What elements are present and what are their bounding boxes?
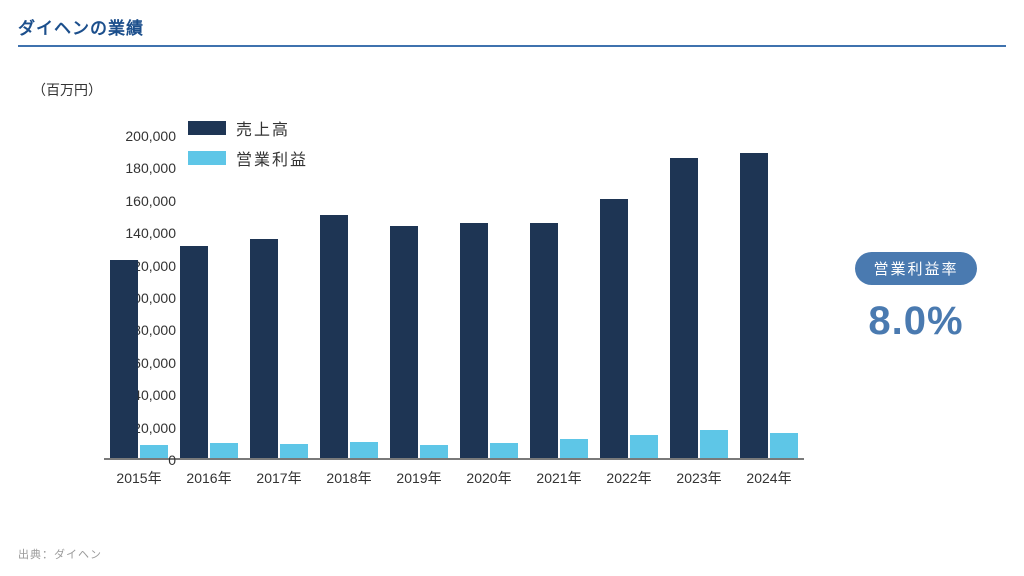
callout-badge: 営業利益率 bbox=[855, 252, 976, 285]
bar-operating-income bbox=[210, 443, 237, 458]
bar-operating-income bbox=[700, 430, 727, 458]
x-tick-label: 2018年 bbox=[326, 468, 371, 488]
x-tick-label: 2015年 bbox=[116, 468, 161, 488]
legend-swatch bbox=[188, 121, 226, 135]
bar-revenue bbox=[460, 223, 487, 458]
bar-operating-income bbox=[140, 445, 167, 458]
page-title: ダイヘンの業績 bbox=[18, 14, 1006, 39]
x-tick-label: 2017年 bbox=[256, 468, 301, 488]
bar-revenue bbox=[600, 199, 627, 458]
bar-revenue bbox=[390, 226, 417, 458]
y-tick-label: 180,000 bbox=[108, 160, 176, 176]
title-rule bbox=[18, 45, 1006, 47]
x-tick-label: 2019年 bbox=[396, 468, 441, 488]
x-tick-label: 2016年 bbox=[186, 468, 231, 488]
x-tick-label: 2022年 bbox=[606, 468, 651, 488]
bar-operating-income bbox=[420, 445, 447, 458]
bar-operating-income bbox=[630, 435, 657, 458]
plot-area: 020,00040,00060,00080,000100,000120,0001… bbox=[104, 136, 804, 460]
x-tick-label: 2021年 bbox=[536, 468, 581, 488]
source-text: 出典：ダイヘン bbox=[18, 546, 102, 562]
bar-revenue bbox=[670, 158, 697, 458]
bar-revenue bbox=[180, 246, 207, 458]
bar-revenue bbox=[250, 239, 277, 458]
chart: （百万円） 売上高営業利益 020,00040,00060,00080,0001… bbox=[24, 80, 824, 510]
bar-revenue bbox=[530, 223, 557, 458]
callout: 営業利益率 8.0% bbox=[836, 252, 996, 344]
y-tick-label: 140,000 bbox=[108, 225, 176, 241]
y-axis-unit: （百万円） bbox=[32, 80, 102, 100]
bar-operating-income bbox=[280, 444, 307, 458]
x-tick-label: 2024年 bbox=[746, 468, 791, 488]
x-tick-label: 2023年 bbox=[676, 468, 721, 488]
bar-revenue bbox=[110, 260, 137, 458]
bar-revenue bbox=[320, 215, 347, 458]
bar-operating-income bbox=[560, 439, 587, 458]
y-tick-label: 160,000 bbox=[108, 193, 176, 209]
bar-revenue bbox=[740, 153, 767, 458]
bar-operating-income bbox=[490, 443, 517, 458]
y-tick-label: 200,000 bbox=[108, 128, 176, 144]
x-tick-label: 2020年 bbox=[466, 468, 511, 488]
bar-operating-income bbox=[350, 442, 377, 458]
callout-value: 8.0% bbox=[836, 299, 996, 344]
bar-operating-income bbox=[770, 433, 797, 458]
